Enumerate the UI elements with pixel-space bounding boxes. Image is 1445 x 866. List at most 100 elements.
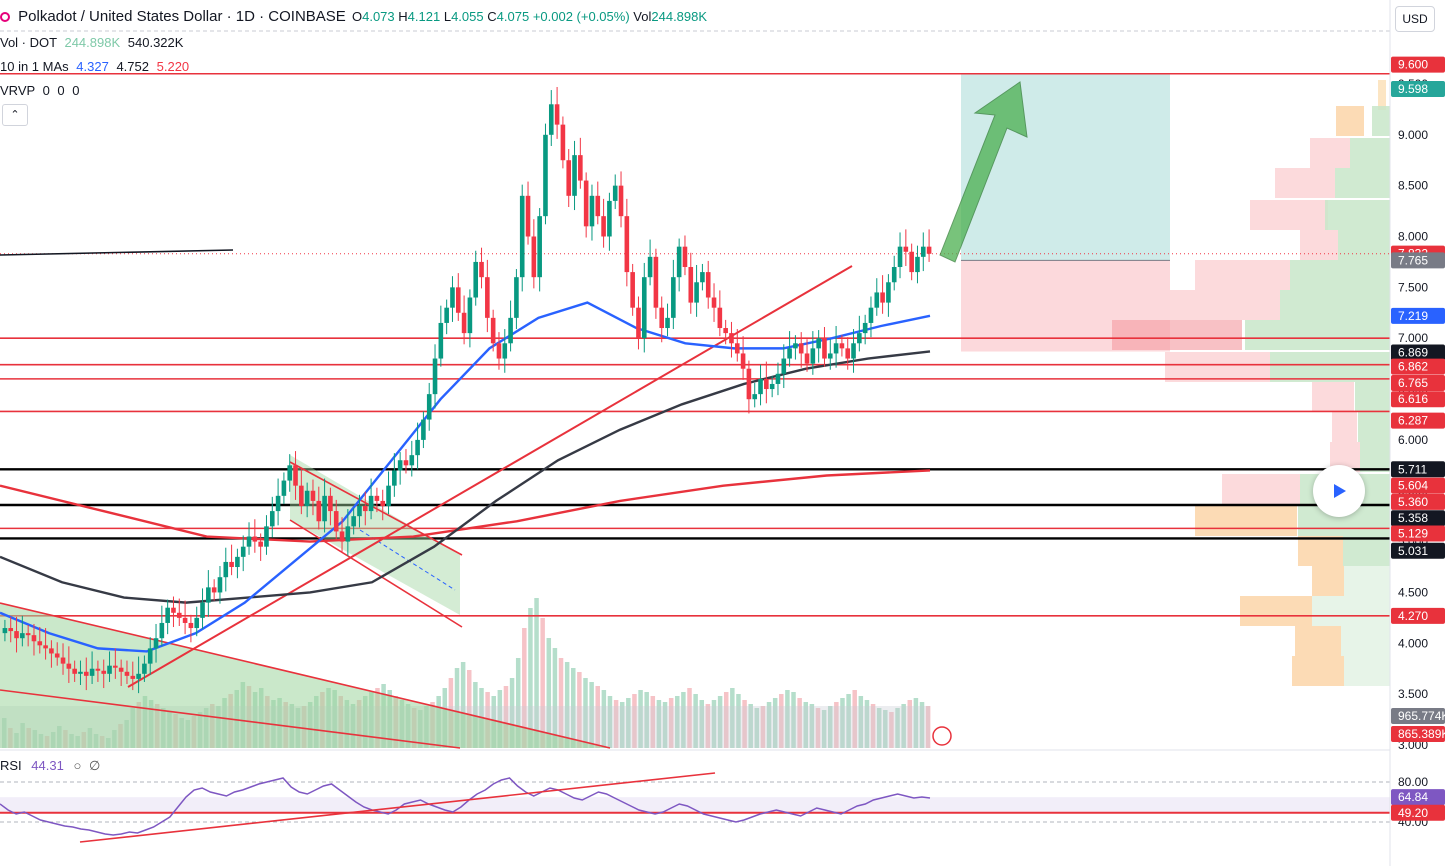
candle-body: [467, 297, 473, 334]
volume-profile-bar: [1312, 596, 1390, 626]
candle-body: [136, 673, 141, 679]
price-label-tag: [1391, 358, 1445, 375]
candle-body: [758, 378, 763, 395]
ma-legend[interactable]: 10 in 1 MAs 4.327 4.752 5.220: [0, 58, 189, 76]
candle-body: [240, 546, 246, 557]
candle-body: [554, 104, 560, 125]
volume-profile-bar: [1350, 138, 1390, 168]
volume-profile-bar: [1336, 106, 1364, 136]
volume-bar: [540, 618, 545, 748]
volume-profile-bar: [1343, 536, 1390, 566]
candle-body: [548, 104, 554, 135]
candle-body: [775, 373, 781, 384]
candle-body: [827, 353, 833, 359]
price-tick-label: 9.000: [1398, 128, 1428, 142]
candle-body: [124, 671, 130, 676]
volume-bar: [742, 700, 747, 748]
candle-body: [822, 338, 827, 359]
candle-body: [351, 516, 356, 527]
vrvp-legend[interactable]: VRVP 0 0 0: [0, 82, 80, 100]
candle-body: [409, 455, 415, 466]
price-label-tag: [1391, 374, 1445, 391]
horizontal-levels: [0, 73, 1390, 617]
rsi-tick-label: 80.00: [1398, 775, 1428, 789]
volume-bar: [668, 698, 674, 748]
support-trendline: [127, 265, 853, 688]
volume-bar: [528, 608, 533, 748]
candle-body: [868, 307, 874, 323]
candle-body: [223, 561, 229, 578]
candle-body: [514, 277, 519, 318]
candle-body: [502, 343, 508, 359]
rsi-legend[interactable]: RSI 44.31 ○ ∅: [0, 758, 100, 774]
currency-button[interactable]: USD: [1395, 6, 1435, 32]
candle-body: [688, 267, 694, 303]
candle-body: [798, 343, 804, 354]
volume-bar: [748, 704, 753, 748]
candle-body: [147, 648, 153, 664]
candle-body: [258, 541, 263, 547]
candle-body: [264, 526, 269, 547]
volume-profile-bar: [1195, 506, 1297, 536]
price-tick-label: 7.000: [1398, 331, 1428, 345]
collapse-legend-button[interactable]: ⌃: [2, 104, 28, 126]
price-tick-label: 3.500: [1398, 687, 1428, 701]
candle-body: [171, 607, 176, 613]
volume-profile-bar: [1298, 536, 1343, 566]
volume-bar: [760, 706, 766, 748]
candle-body: [496, 343, 502, 359]
candle-body: [450, 287, 455, 308]
candle-body: [357, 506, 362, 517]
volume-bar: [925, 706, 931, 748]
candle-body: [816, 338, 821, 349]
volume-profile-bar: [1332, 412, 1357, 442]
candle-body: [682, 246, 688, 268]
candle-body: [339, 531, 345, 542]
replay-play-button[interactable]: [1313, 465, 1365, 517]
vrvp-value-2: 0: [57, 83, 65, 98]
candle-body: [665, 317, 670, 329]
symbol-title[interactable]: Polkadot / United States Dollar · 1D · C…: [18, 8, 346, 25]
price-label-tag: [1391, 607, 1445, 624]
volume-legend[interactable]: Vol · DOT 244.898K 540.322K: [0, 34, 183, 52]
candle-body: [781, 358, 787, 374]
volume-bar: [864, 700, 870, 748]
volume-bar: [619, 702, 625, 748]
target-arrow-icon: [939, 81, 1028, 263]
volume-bar: [717, 696, 723, 748]
candle-body: [153, 638, 159, 649]
volume-bar: [870, 704, 876, 748]
candle-body: [25, 633, 31, 636]
candle-body: [583, 180, 589, 227]
candle-body: [804, 353, 810, 364]
volume-profile-bar: [1355, 382, 1390, 412]
candle-body: [851, 343, 856, 359]
volume-bar: [675, 696, 680, 748]
rsi-value: 44.31: [31, 758, 64, 773]
volume-bar: [907, 700, 913, 748]
candle-body: [49, 648, 54, 654]
candle-body: [72, 668, 77, 674]
hide-icon[interactable]: ∅: [88, 758, 101, 773]
price-label-text: 6.616: [1398, 392, 1428, 406]
candle-body: [891, 267, 897, 283]
volume-indicator-label: Vol · DOT: [0, 35, 57, 50]
vol-value: 244.898K: [651, 9, 708, 24]
candle-body: [217, 577, 223, 593]
candle-body: [130, 675, 136, 679]
volume-bar: [583, 678, 588, 748]
bull-flag-fill: [290, 455, 460, 615]
candle-body: [426, 394, 432, 420]
candle-body: [397, 460, 403, 471]
price-labels: 9.6009.5987.8327.7657.2196.8696.8626.765…: [932, 56, 1445, 821]
candle-body: [566, 160, 572, 196]
rsi-band: [0, 797, 1390, 813]
eye-icon[interactable]: ○: [73, 758, 82, 773]
candle-body: [769, 383, 775, 390]
volume-bar: [815, 708, 821, 748]
volume-bar: [840, 698, 845, 748]
candle-body: [345, 526, 351, 542]
candle-body: [2, 628, 8, 634]
candle-body: [862, 322, 868, 334]
